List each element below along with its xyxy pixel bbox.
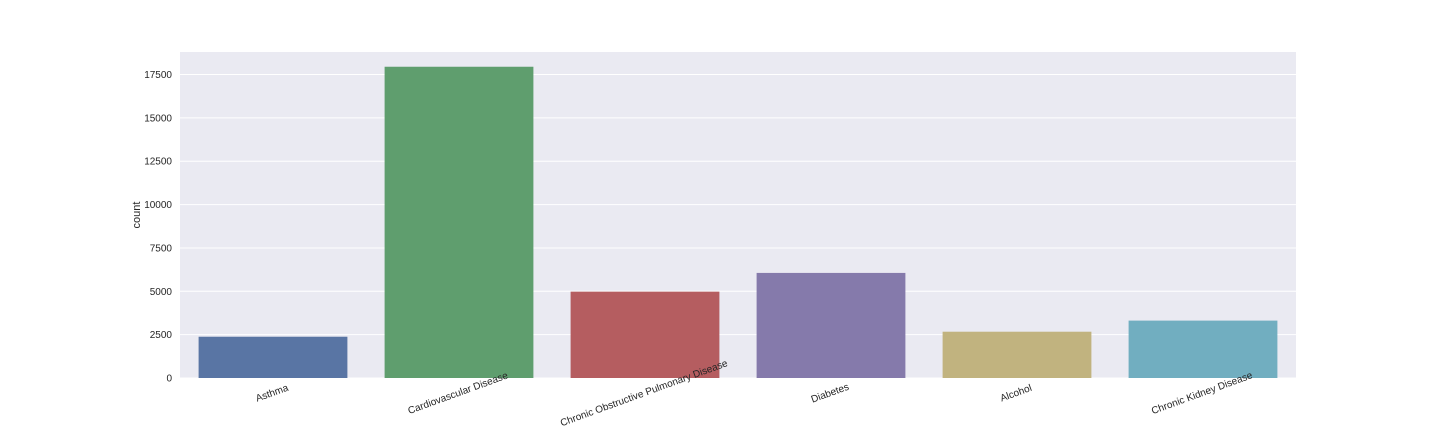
x-tick-label: Alcohol [999,383,1034,405]
y-tick-label: 5000 [150,287,173,298]
bar [384,66,534,378]
y-tick-label: 17500 [144,70,172,81]
bar [942,331,1092,378]
y-tick-label: 2500 [150,330,173,341]
bar [570,291,720,378]
y-axis-label: count [131,202,143,229]
x-tick-label: Asthma [254,383,290,405]
plot-background [180,52,1296,378]
bar [1128,320,1278,378]
y-tick-label: 0 [166,374,172,385]
y-tick-label: 12500 [144,157,172,168]
y-axis-ticks: 0 2500 5000 7500 10000 12500 15000 17500 [144,70,172,384]
y-tick-label: 15000 [144,113,172,124]
bar [198,336,348,378]
y-tick-label: 7500 [150,243,173,254]
x-tick-label: Diabetes [810,382,851,406]
bar [756,272,906,378]
grid-lines [180,74,1296,379]
bars [198,66,1278,378]
y-tick-label: 10000 [144,200,172,211]
